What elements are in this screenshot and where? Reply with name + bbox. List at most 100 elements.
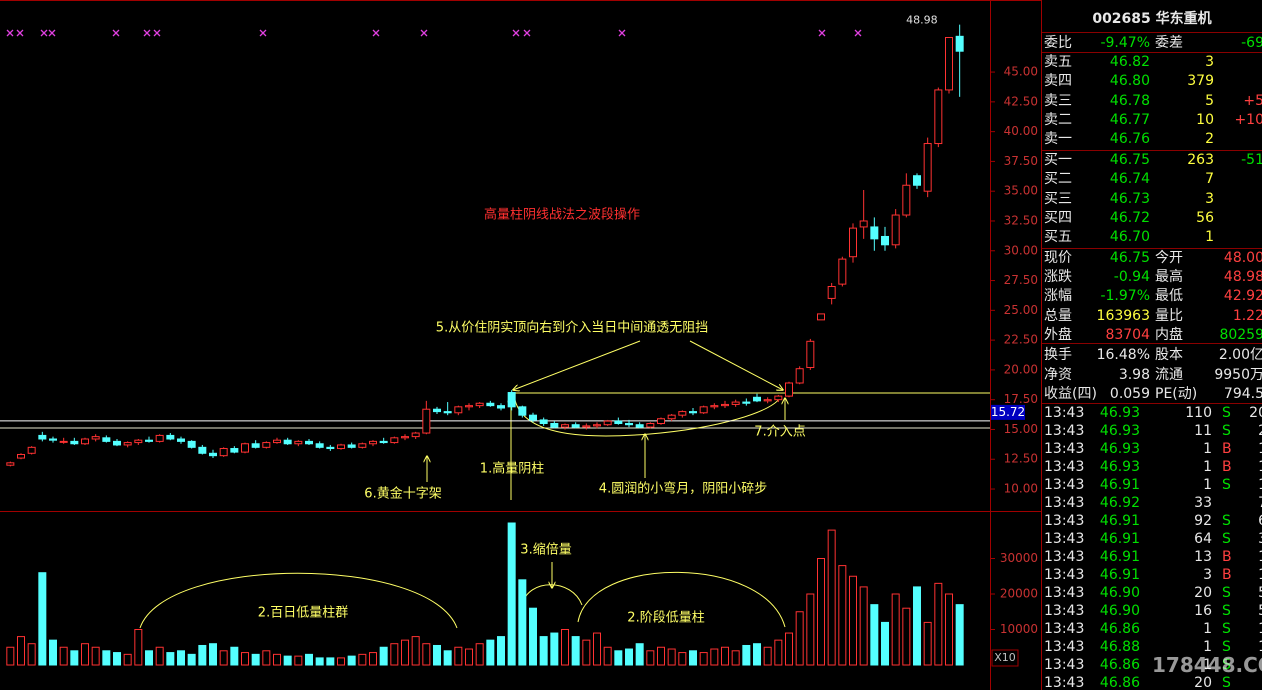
volume-bar <box>774 639 783 666</box>
trade-price: 46.91 <box>1099 513 1140 529</box>
volume-bar <box>91 646 100 666</box>
book-volume: 7 <box>1205 171 1214 188</box>
trade-side: S <box>1222 675 1231 690</box>
field-label: 流通 <box>1155 366 1183 383</box>
trade-price: 46.93 <box>1099 459 1140 475</box>
trade-price: 46.91 <box>1099 531 1140 547</box>
volume-bar <box>273 653 281 666</box>
candle-body <box>550 423 559 428</box>
volume-bar <box>358 653 367 666</box>
candle-body <box>539 419 548 425</box>
candle-body <box>518 406 527 416</box>
candle-body <box>614 420 623 425</box>
chart-title: 高量柱阴线战法之波段操作 <box>484 207 640 223</box>
trade-volume: 110 <box>1185 405 1212 421</box>
candle-body <box>262 442 271 448</box>
volume-bar <box>539 636 548 666</box>
volume-bar <box>166 652 175 666</box>
volume-bar <box>262 650 271 666</box>
field-value: 0.059 <box>1109 386 1150 402</box>
book-price: 46.74 <box>1109 171 1150 188</box>
trade-count: 1 <box>1258 476 1262 494</box>
signal-mark <box>112 29 120 37</box>
volume-bar <box>742 644 751 666</box>
annotation: 3.缩倍量 <box>520 542 571 558</box>
volume-bar <box>123 653 132 666</box>
candle-body <box>870 226 879 240</box>
trade-price: 46.86 <box>1099 621 1140 637</box>
book-price: 46.70 <box>1109 229 1150 246</box>
candle-body <box>70 440 79 445</box>
candle-body <box>817 313 825 321</box>
scale-box <box>991 649 1019 667</box>
y-tick-label: 20000 <box>1000 587 1038 601</box>
candle-body <box>859 220 868 228</box>
candle-body <box>155 434 164 442</box>
annotation-arrows <box>139 340 785 629</box>
candle-body <box>134 439 143 444</box>
signal-mark <box>6 29 14 37</box>
volume-bar <box>635 643 644 666</box>
candle-body <box>529 414 537 421</box>
volume-bar <box>721 646 729 666</box>
volume-bar <box>507 522 516 666</box>
book-price: 46.73 <box>1109 190 1150 207</box>
trade-time: 13:43 <box>1044 513 1085 529</box>
volume-bar <box>902 607 911 666</box>
trade-time: 13:43 <box>1044 405 1085 421</box>
field-value: -69 <box>1241 35 1262 51</box>
field-label: 股本 <box>1155 347 1183 363</box>
y-tick-label: 22.50 <box>1004 333 1038 347</box>
book-volume: 56 <box>1196 209 1214 226</box>
candle-body <box>326 446 335 450</box>
volume-bar <box>219 650 228 666</box>
field-value: 83704 <box>1105 326 1150 343</box>
trade-time: 13:43 <box>1044 657 1085 673</box>
field-label: 委差 <box>1155 35 1183 51</box>
trade-count: 20 <box>1249 405 1262 421</box>
candle-body <box>849 227 857 258</box>
trade-count: 5 <box>1258 584 1262 602</box>
candle-body <box>49 438 57 441</box>
candle-body <box>785 382 793 397</box>
volume-bar <box>625 648 633 666</box>
annotation: 5.从价住阴实顶向右到介入当日中间通透无阻挡 <box>436 320 708 336</box>
trade-count: 2 <box>1258 422 1262 440</box>
candle-body <box>17 453 25 459</box>
trade-count: 1 <box>1258 620 1262 638</box>
volume-bar <box>497 636 505 666</box>
signal-mark <box>512 29 520 37</box>
candle-body <box>283 439 292 445</box>
candle-body <box>827 286 836 299</box>
field-value: -0.94 <box>1113 269 1150 286</box>
trade-price: 46.90 <box>1099 585 1140 601</box>
candle-body <box>166 434 175 440</box>
price-line-label: 15.72 <box>991 405 1025 419</box>
volume-bar <box>155 646 164 666</box>
volume-bar <box>667 648 676 666</box>
trade-volume: 11 <box>1194 423 1212 439</box>
candle-body <box>433 408 441 413</box>
volume-bar <box>731 650 740 666</box>
volume-bar <box>614 650 623 666</box>
y-tick-label: 27.50 <box>1004 273 1038 287</box>
field-value: 794.5 <box>1223 386 1262 402</box>
trade-price: 46.88 <box>1099 639 1140 655</box>
field-value: 1.22 <box>1232 307 1262 324</box>
trade-price: 46.93 <box>1099 423 1140 439</box>
book-price: 46.82 <box>1109 54 1150 70</box>
trade-side: B <box>1222 549 1232 565</box>
candle-body <box>795 368 804 384</box>
book-label: 卖二 <box>1044 111 1072 128</box>
trade-volume: 13 <box>1194 549 1212 565</box>
book-label: 买二 <box>1044 171 1072 188</box>
trade-side: B <box>1222 441 1232 457</box>
field-label: 换手 <box>1044 347 1072 363</box>
book-volume: 3 <box>1205 190 1214 207</box>
volume-bar <box>187 653 196 666</box>
trade-side: S <box>1222 531 1231 547</box>
candle-body <box>561 424 569 428</box>
volume-bar <box>945 593 953 666</box>
volume-bar <box>379 646 388 666</box>
volume-bar <box>27 643 36 666</box>
